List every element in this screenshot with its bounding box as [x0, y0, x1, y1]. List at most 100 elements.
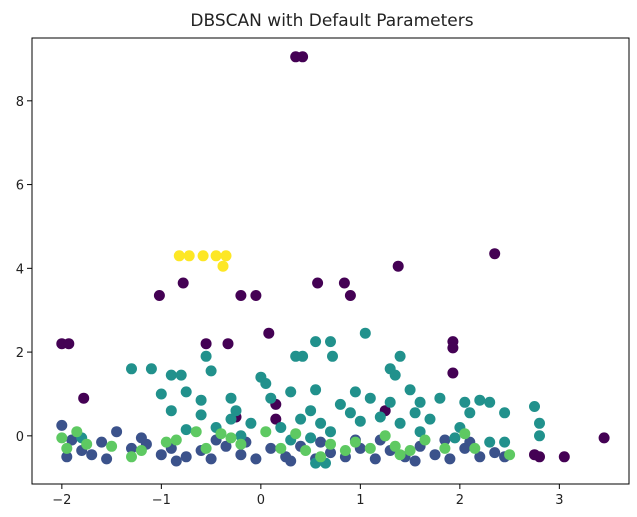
scatter-point [327, 350, 338, 362]
scatter-point [145, 363, 157, 375]
scatter-point [334, 398, 346, 410]
scatter-point [315, 417, 327, 429]
scatter-point [265, 392, 277, 404]
scatter-point [225, 413, 237, 425]
scatter-point [225, 432, 237, 444]
scatter-point [177, 277, 189, 289]
scatter-point [250, 290, 262, 301]
scatter-point [190, 426, 202, 438]
scatter-point [364, 442, 376, 454]
chart-title: DBSCAN with Default Parameters [190, 11, 473, 31]
scatter-point [489, 248, 501, 260]
scatter-point [315, 451, 327, 463]
scatter-point [170, 455, 182, 467]
scatter-point [419, 434, 431, 446]
scatter-point [126, 363, 137, 375]
scatter-point [195, 409, 207, 421]
scatter-point [379, 430, 391, 442]
scatter-point [270, 413, 282, 425]
scatter-point [310, 384, 322, 396]
scatter-point [61, 451, 73, 463]
scatter-point [598, 432, 610, 444]
scatter-point [260, 378, 272, 389]
scatter-point [484, 436, 496, 448]
y-axis: 0 2 4 6 8 [16, 95, 32, 445]
x-tick-label: 2 [456, 493, 464, 508]
scatter-point [374, 411, 386, 423]
scatter-point [220, 250, 232, 262]
scatter-point [310, 336, 322, 348]
scatter-point [489, 447, 501, 459]
scatter-point [349, 386, 361, 398]
scatter-point [275, 422, 287, 433]
x-tick-label: 3 [555, 493, 563, 508]
x-tick-label: 1 [356, 493, 364, 508]
scatter-point [394, 449, 406, 461]
scatter-point [165, 369, 177, 381]
x-tick-label: 0 [257, 493, 265, 508]
scatter-point [200, 338, 212, 350]
scatter-point [197, 250, 209, 262]
scatter-point [200, 350, 212, 362]
scatter-point [364, 392, 376, 404]
scatter-point [474, 394, 486, 406]
scatter-point [474, 451, 486, 463]
scatter-points [56, 51, 610, 469]
scatter-point [439, 434, 451, 446]
scatter-point [285, 386, 297, 398]
scatter-point [447, 367, 459, 379]
scatter-point [394, 350, 406, 362]
scatter-point [444, 453, 456, 465]
scatter-point [61, 442, 73, 454]
scatter-point [155, 388, 167, 400]
scatter-point [230, 405, 242, 417]
scatter-point [263, 327, 275, 339]
scatter-point [235, 290, 247, 301]
scatter-point [101, 453, 113, 465]
scatter-point [96, 436, 108, 448]
scatter-point [235, 438, 247, 450]
scatter-point [315, 436, 327, 448]
y-tick-label: 8 [16, 95, 24, 110]
scatter-point [297, 350, 309, 362]
scatter-point [165, 405, 177, 417]
scatter-point [81, 438, 93, 450]
y-tick-label: 2 [16, 346, 24, 361]
scatter-point [173, 250, 185, 262]
scatter-point [300, 445, 312, 456]
x-axis: −2 −1 0 1 2 3 [52, 484, 563, 508]
scatter-point [222, 338, 234, 350]
scatter-point [56, 419, 68, 431]
scatter-point [56, 432, 68, 444]
scatter-point [217, 260, 229, 272]
scatter-point [469, 442, 481, 454]
scatter-point [305, 405, 317, 417]
scatter-point [215, 428, 227, 440]
scatter-point [325, 438, 336, 450]
scatter-point [205, 365, 217, 377]
scatter-point [499, 407, 511, 419]
scatter-point [338, 277, 350, 289]
scatter-point [290, 428, 302, 440]
plot-frame [31, 37, 630, 485]
scatter-point [126, 451, 137, 463]
scatter-point [354, 415, 366, 427]
scatter-point [439, 442, 451, 454]
scatter-point [195, 394, 207, 406]
scatter-point [464, 407, 476, 419]
scatter-point [210, 250, 222, 262]
scatter-point [344, 407, 356, 419]
scatter-point [394, 417, 406, 429]
scatter-point [392, 260, 404, 272]
scatter-point [404, 445, 416, 456]
scatter-point [534, 430, 545, 442]
scatter-point [135, 445, 147, 456]
x-tick-label: −2 [52, 493, 71, 508]
y-tick-label: 6 [16, 179, 24, 194]
scatter-point [205, 453, 217, 465]
scatter-point [409, 407, 421, 419]
scatter-point [529, 401, 540, 412]
scatter-point [449, 432, 461, 444]
y-tick-label: 0 [16, 430, 24, 445]
